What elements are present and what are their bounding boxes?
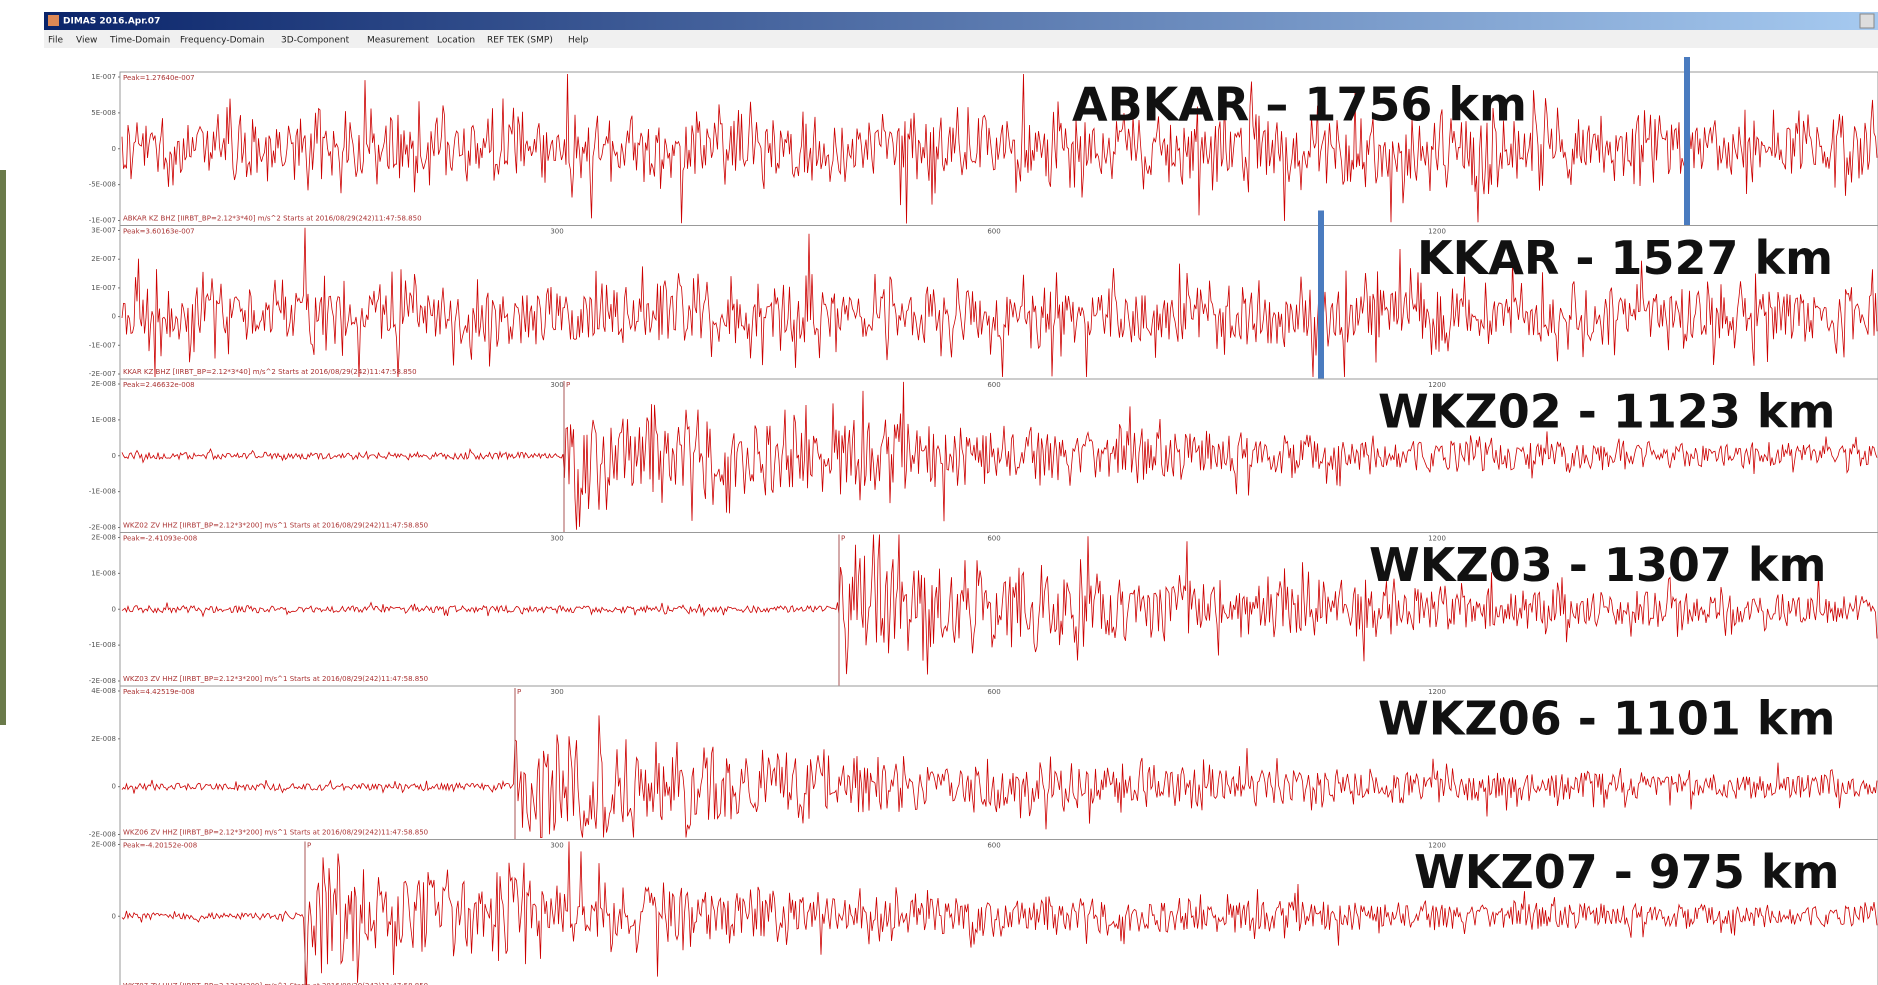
y-tick-label: -2E-008	[89, 524, 116, 532]
phase-label: P	[841, 535, 845, 543]
y-tick-label: 0	[112, 313, 116, 321]
menu-item[interactable]: Help	[568, 36, 589, 46]
x-tick-label: 600	[987, 688, 1000, 696]
window-button[interactable]	[1860, 14, 1874, 28]
y-tick-label: 1E-008	[91, 569, 116, 577]
menu-item[interactable]: Frequency-Domain	[180, 36, 265, 46]
menu-item[interactable]: Location	[437, 36, 475, 46]
y-tick-label: -2E-008	[89, 831, 116, 839]
window-title: DIMAS 2016.Apr.07	[63, 17, 160, 27]
station-label: ABKAR – 1756 km	[1072, 78, 1527, 132]
channel-info: WKZ03 ZV HHZ [IIRBT_BP=2.12*3*200] m/s^1…	[123, 675, 428, 683]
menu-item[interactable]: Time-Domain	[109, 36, 170, 46]
menu-item[interactable]: Measurement	[367, 36, 429, 46]
y-tick-label: 1E-007	[91, 73, 116, 81]
menu-item[interactable]: REF TEK (SMP)	[487, 36, 553, 46]
channel-info: KKAR KZ BHZ [IIRBT_BP=2.12*3*40] m/s^2 S…	[123, 368, 417, 376]
peak-label: Peak=2.46632e-008	[123, 381, 195, 389]
channel-info: WKZ06 ZV HHZ [IIRBT_BP=2.12*3*200] m/s^1…	[123, 829, 428, 837]
peak-label: Peak=1.27640e-007	[123, 74, 195, 82]
x-tick-label: 300	[550, 381, 563, 389]
menu-item[interactable]: View	[76, 36, 97, 46]
y-tick-label: 1E-007	[91, 284, 116, 292]
plot-area	[120, 72, 1878, 226]
y-tick-label: 3E-007	[91, 227, 116, 235]
y-tick-label: 5E-008	[91, 109, 116, 117]
trace-panel: 1E-007 5E-008 0 -5E-008 -1E-007 Peak=1.27640e…	[89, 57, 1878, 226]
menu-item[interactable]: File	[48, 36, 64, 46]
phase-label: P	[517, 688, 521, 696]
x-tick-label: 300	[550, 688, 563, 696]
station-label: WKZ02 - 1123 km	[1378, 385, 1835, 439]
y-tick-label: 1E-008	[91, 416, 116, 424]
y-tick-label: 2E-007	[91, 255, 116, 263]
channel-info: ABKAR KZ BHZ [IIRBT_BP=2.12*3*40] m/s^2 …	[123, 215, 422, 223]
x-tick-label: 600	[987, 535, 1000, 543]
y-tick-label: 2E-008	[91, 735, 116, 743]
x-tick-label: 300	[550, 535, 563, 543]
y-tick-label: 2E-008	[91, 380, 116, 388]
channel-info: WKZ02 ZV HHZ [IIRBT_BP=2.12*3*200] m/s^1…	[123, 522, 428, 530]
y-tick-label: 0	[112, 605, 116, 613]
y-tick-label: -2E-007	[89, 370, 116, 378]
y-tick-label: 2E-008	[91, 534, 116, 542]
station-label: KKAR - 1527 km	[1417, 231, 1833, 285]
y-tick-label: 4E-008	[91, 687, 116, 695]
x-tick-label: 300	[550, 228, 563, 236]
x-tick-label: 600	[987, 228, 1000, 236]
peak-label: Peak=-4.20152e-008	[123, 842, 197, 850]
phase-label: P	[307, 842, 311, 850]
y-tick-label: -5E-008	[89, 181, 116, 189]
x-tick-label: 600	[987, 381, 1000, 389]
app-icon	[48, 15, 59, 26]
y-tick-label: 0	[112, 912, 116, 920]
y-tick-label: -1E-008	[89, 488, 116, 496]
y-tick-label: -1E-007	[89, 341, 116, 349]
x-tick-label: 300	[550, 842, 563, 850]
phase-label: P	[566, 381, 570, 389]
y-tick-label: -1E-008	[89, 641, 116, 649]
y-tick-label: 0	[112, 783, 116, 791]
station-label: WKZ06 - 1101 km	[1378, 692, 1835, 746]
x-tick-label: 600	[987, 842, 1000, 850]
background-photo	[0, 170, 6, 725]
screenshot: DIMAS 2016.Apr.07 File View Time-Domain Fre…	[0, 0, 1878, 985]
y-tick-label: -1E-007	[89, 217, 116, 225]
trace-panel: 2E-0080-2E-0083006001200PPeak=-4.20152e-…	[89, 840, 1878, 985]
y-tick-label: 0	[112, 145, 116, 153]
menu-item[interactable]: 3D-Component	[281, 36, 350, 46]
peak-label: Peak=4.42519e-008	[123, 688, 195, 696]
peak-label: Peak=3.60163e-007	[123, 228, 195, 236]
station-label: WKZ07 - 975 km	[1414, 845, 1839, 899]
peak-label: Peak=-2.41093e-008	[123, 535, 197, 543]
y-tick-label: -2E-008	[89, 677, 116, 685]
y-tick-label: 0	[112, 452, 116, 460]
station-label: WKZ03 - 1307 km	[1369, 538, 1826, 592]
y-tick-label: 2E-008	[91, 841, 116, 849]
title-bar	[44, 12, 1878, 30]
